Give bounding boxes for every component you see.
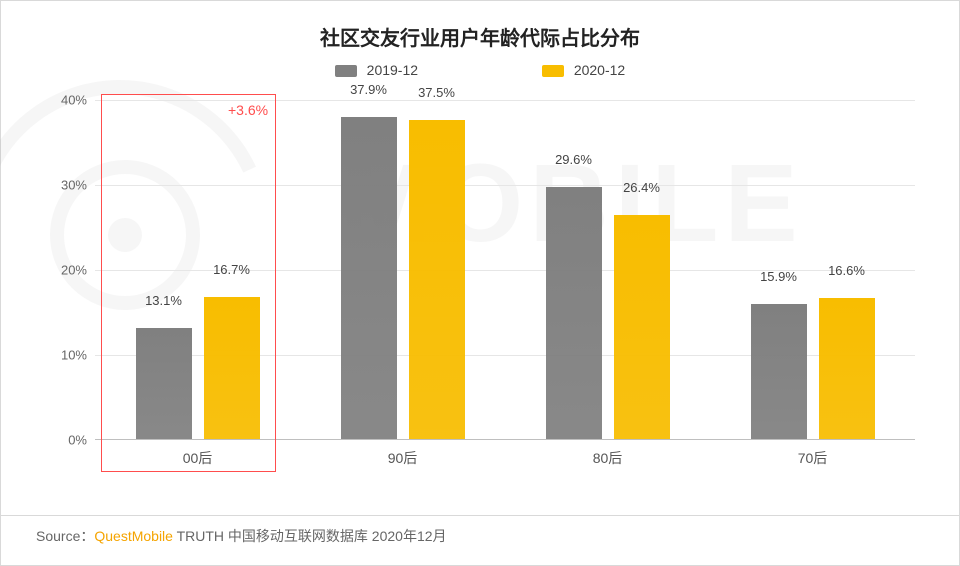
highlight-delta: +3.6% [228, 102, 268, 118]
bar [341, 117, 397, 439]
x-axis-label: 90后 [300, 448, 505, 468]
footer-divider [0, 515, 960, 516]
bar-value-label: 16.6% [807, 263, 887, 278]
y-axis-label: 30% [43, 178, 87, 193]
bar-value-label: 37.5% [397, 85, 477, 100]
bar-value-label: 26.4% [602, 180, 682, 195]
y-axis-label: 40% [43, 93, 87, 108]
legend-item-1: 2019-12 [335, 62, 418, 78]
legend-item-2: 2020-12 [542, 62, 625, 78]
bar [819, 298, 875, 439]
legend: 2019-12 2020-12 [0, 62, 960, 78]
bar [409, 120, 465, 439]
bar [546, 187, 602, 439]
bar-value-label: 29.6% [534, 152, 614, 167]
highlight-box [101, 94, 276, 472]
source-prefix: Source： [36, 528, 94, 544]
plot-area: 0%10%20%30%40%13.1%16.7%37.9%37.5%29.6%2… [95, 100, 915, 440]
legend-swatch-2 [542, 65, 564, 77]
x-axis-label: 00后 [95, 448, 300, 468]
legend-label-2: 2020-12 [574, 62, 625, 78]
chart-title: 社区交友行业用户年龄代际占比分布 [0, 22, 960, 51]
legend-swatch-1 [335, 65, 357, 77]
legend-label-1: 2019-12 [367, 62, 418, 78]
source-line: Source：QuestMobile TRUTH 中国移动互联网数据库 2020… [36, 526, 447, 546]
y-axis-label: 20% [43, 263, 87, 278]
x-axis-label: 70后 [710, 448, 915, 468]
y-axis-label: 0% [43, 433, 87, 448]
bar [614, 215, 670, 439]
chart-area: 0%10%20%30%40%13.1%16.7%37.9%37.5%29.6%2… [95, 100, 915, 460]
source-rest: TRUTH 中国移动互联网数据库 2020年12月 [173, 528, 447, 544]
source-brand: QuestMobile [94, 528, 173, 544]
bar [751, 304, 807, 439]
x-axis-label: 80后 [505, 448, 710, 468]
y-axis-label: 10% [43, 348, 87, 363]
